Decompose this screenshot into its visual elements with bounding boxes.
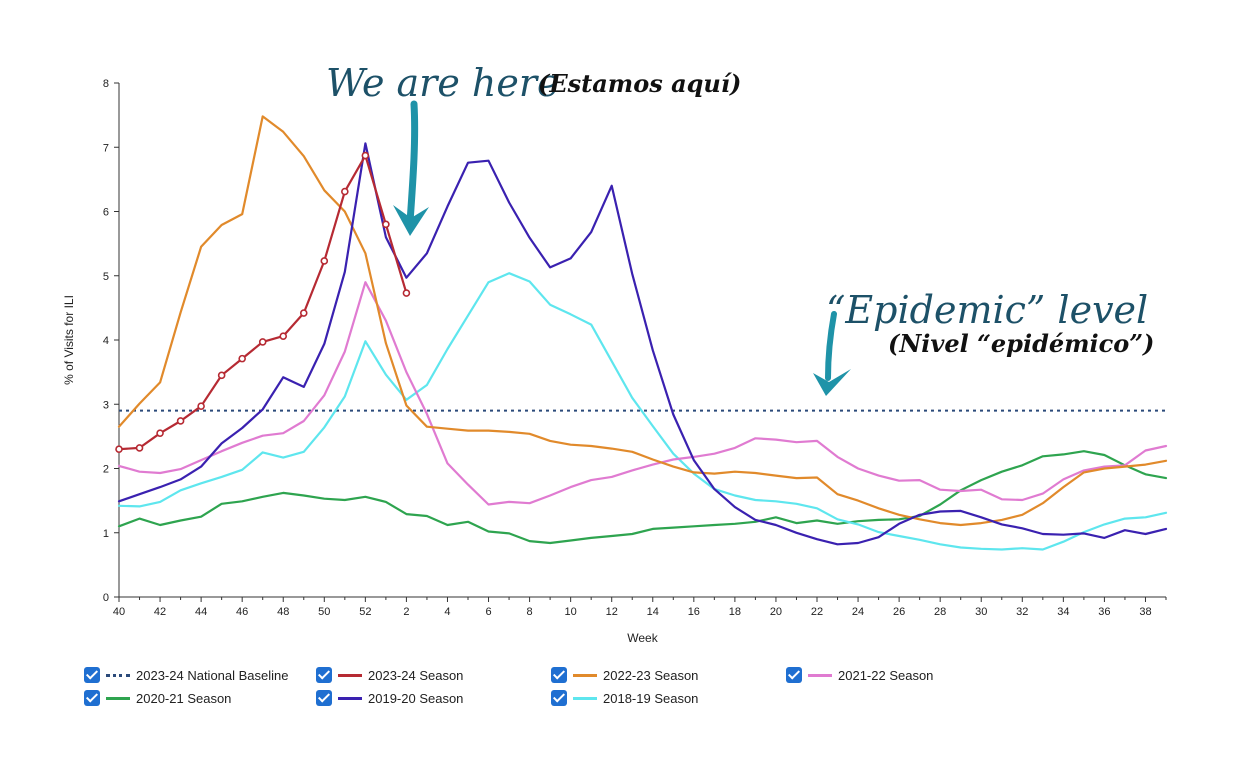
x-tick-label: 46 — [236, 606, 248, 618]
checkbox-checked-icon[interactable] — [84, 690, 100, 706]
y-tick-label: 0 — [103, 592, 109, 604]
y-tick-label: 5 — [103, 271, 109, 283]
legend-label: 2021-22 Season — [838, 667, 934, 683]
data-point-2023-24-season — [279, 332, 288, 340]
y-tick-label: 8 — [103, 78, 109, 90]
epidemic-level-arrow — [825, 311, 837, 381]
estamos-aqui-annotation: (Estamos aquí) — [538, 69, 741, 98]
we-are-here-arrowhead — [393, 205, 429, 236]
checkbox-checked-icon[interactable] — [551, 667, 567, 683]
x-tick-label: 44 — [195, 606, 207, 618]
series-line-2018-19-season — [117, 272, 1168, 551]
x-tick-label: 26 — [893, 606, 905, 618]
x-tick-label: 30 — [975, 606, 987, 618]
legend-swatch-baseline — [106, 673, 130, 677]
annotation-layer: We are here (Estamos aquí) “Epidemic” le… — [326, 61, 1154, 396]
x-tick-label: 38 — [1139, 606, 1151, 618]
nivel-epidemico-annotation: (Nivel “epidémico”) — [888, 329, 1154, 358]
x-tick-label: 16 — [688, 606, 700, 618]
legend-swatch-2022-23 — [573, 673, 597, 677]
x-tick-label: 50 — [318, 606, 330, 618]
we-are-here-annotation: We are here — [326, 61, 560, 105]
y-tick-label: 4 — [103, 335, 109, 347]
legend-swatch-2019-20 — [338, 696, 362, 700]
legend-item-2023-24[interactable]: 2023-24 Season — [316, 664, 463, 686]
x-tick-label: 20 — [770, 606, 782, 618]
x-tick-label: 2 — [403, 606, 409, 618]
x-tick-label: 24 — [852, 606, 864, 618]
x-axis-title: Week — [627, 631, 658, 645]
series-line-2023-24-season — [117, 154, 408, 451]
data-point-2023-24-season — [217, 371, 226, 380]
x-tick-label: 22 — [811, 606, 823, 618]
data-point-2023-24-season — [115, 445, 123, 454]
data-point-2023-24-season — [320, 257, 329, 265]
checkbox-checked-icon[interactable] — [316, 690, 332, 706]
checkbox-checked-icon[interactable] — [316, 667, 332, 683]
data-point-2023-24-season — [176, 417, 185, 425]
x-tick-label: 48 — [277, 606, 289, 618]
legend-swatch-2020-21 — [106, 696, 130, 700]
data-point-2023-24-season — [382, 220, 390, 229]
data-point-2023-24-season — [402, 289, 411, 297]
legend-item-2021-22[interactable]: 2021-22 Season — [786, 664, 933, 686]
epidemic-level-arrowhead — [813, 369, 851, 396]
y-tick-label: 1 — [103, 528, 109, 540]
legend-label: 2019-20 Season — [368, 690, 464, 706]
x-tick-label: 4 — [444, 606, 450, 618]
series-line-2019-20-season — [117, 142, 1168, 546]
legend-item-baseline[interactable]: 2023-24 National Baseline — [84, 664, 289, 686]
legend-swatch-2021-22 — [808, 673, 832, 677]
data-point-2023-24-season — [299, 309, 308, 317]
legend-label: 2023-24 Season — [368, 667, 464, 683]
legend-item-2019-20[interactable]: 2019-20 Season — [316, 687, 463, 709]
legend-item-2020-21[interactable]: 2020-21 Season — [84, 687, 231, 709]
legend-item-2022-23[interactable]: 2022-23 Season — [551, 664, 698, 686]
data-point-2023-24-season — [341, 187, 349, 196]
data-point-2023-24-season — [135, 444, 144, 452]
data-point-2023-24-season — [197, 402, 205, 410]
data-point-2023-24-season — [361, 151, 370, 160]
checkbox-checked-icon[interactable] — [551, 690, 567, 706]
legend-label: 2020-21 Season — [136, 690, 232, 706]
x-tick-label: 42 — [154, 606, 166, 618]
we-are-here-arrow — [406, 100, 419, 226]
x-tick-label: 10 — [565, 606, 577, 618]
y-tick-label: 3 — [103, 399, 109, 411]
series-line-2021-22-season — [117, 281, 1168, 506]
legend-label: 2018-19 Season — [603, 690, 699, 706]
legend-swatch-2023-24 — [338, 673, 362, 677]
chart-legend: 2023-24 National Baseline 2023-24 Season… — [84, 664, 1084, 720]
x-tick-label: 36 — [1098, 606, 1110, 618]
series-line-2020-21-season — [117, 450, 1168, 545]
x-tick-label: 6 — [485, 606, 491, 618]
x-tick-label: 40 — [113, 606, 125, 618]
x-tick-label: 34 — [1057, 606, 1069, 618]
x-tick-label: 28 — [934, 606, 946, 618]
series-layer — [115, 115, 1168, 551]
x-tick-label: 12 — [606, 606, 618, 618]
data-point-2023-24-season — [156, 429, 164, 437]
data-point-2023-24-season — [238, 354, 246, 363]
epidemic-level-annotation: “Epidemic” level — [826, 288, 1148, 332]
x-tick-label: 52 — [359, 606, 371, 618]
x-tick-label: 18 — [729, 606, 741, 618]
x-tick-label: 32 — [1016, 606, 1028, 618]
y-tick-label: 7 — [103, 142, 109, 154]
checkbox-checked-icon[interactable] — [786, 667, 802, 683]
y-axis-title: % of Visits for ILI — [62, 295, 76, 385]
y-tick-label: 2 — [103, 464, 109, 476]
legend-item-2018-19[interactable]: 2018-19 Season — [551, 687, 698, 709]
checkbox-checked-icon[interactable] — [84, 667, 100, 683]
x-tick-label: 14 — [647, 606, 659, 618]
y-tick-label: 6 — [103, 207, 109, 219]
data-point-2023-24-season — [258, 338, 267, 346]
x-tick-label: 8 — [527, 606, 533, 618]
legend-label: 2022-23 Season — [603, 667, 699, 683]
legend-swatch-2018-19 — [573, 696, 597, 700]
legend-label: 2023-24 National Baseline — [136, 667, 289, 683]
